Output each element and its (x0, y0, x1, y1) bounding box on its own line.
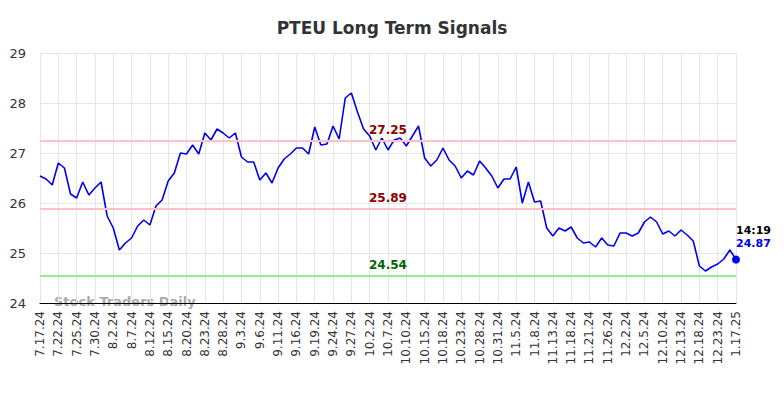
svg-text:8.2.24: 8.2.24 (106, 311, 120, 349)
svg-text:10.10.24: 10.10.24 (399, 311, 413, 364)
svg-text:9.3.24: 9.3.24 (234, 311, 248, 349)
svg-text:10.31.24: 10.31.24 (491, 311, 505, 364)
svg-text:8.12.24: 8.12.24 (143, 311, 157, 357)
svg-text:7.22.24: 7.22.24 (51, 311, 65, 357)
svg-text:25: 25 (9, 246, 26, 261)
svg-text:11.18.24: 11.18.24 (564, 311, 578, 364)
svg-text:10.15.24: 10.15.24 (418, 311, 432, 364)
svg-text:12.2.24: 12.2.24 (619, 311, 633, 357)
svg-text:11.21.24: 11.21.24 (582, 311, 596, 364)
svg-text:10.18.24: 10.18.24 (436, 311, 450, 364)
svg-text:12.18.24: 12.18.24 (692, 311, 706, 364)
svg-text:10.28.24: 10.28.24 (473, 311, 487, 364)
svg-text:9.6.24: 9.6.24 (253, 311, 267, 349)
svg-text:25.89: 25.89 (369, 191, 407, 205)
svg-text:26: 26 (9, 196, 26, 211)
svg-text:9.27.24: 9.27.24 (344, 311, 358, 357)
svg-text:24.87: 24.87 (736, 237, 771, 250)
svg-text:Stock Traders Daily: Stock Traders Daily (54, 294, 196, 309)
svg-text:12.5.24: 12.5.24 (637, 311, 651, 357)
svg-text:PTEU Long Term Signals: PTEU Long Term Signals (277, 18, 508, 38)
svg-text:11.5.24: 11.5.24 (509, 311, 523, 357)
svg-text:12.13.24: 12.13.24 (674, 311, 688, 364)
svg-text:11.13.24: 11.13.24 (546, 311, 560, 364)
svg-text:11.26.24: 11.26.24 (601, 311, 615, 364)
svg-text:24.54: 24.54 (369, 258, 407, 272)
svg-text:9.11.24: 9.11.24 (271, 311, 285, 357)
svg-text:12.23.24: 12.23.24 (711, 311, 725, 364)
svg-text:28: 28 (9, 96, 26, 111)
svg-text:12.10.24: 12.10.24 (656, 311, 670, 364)
svg-text:10.2.24: 10.2.24 (363, 311, 377, 357)
svg-text:8.23.24: 8.23.24 (198, 311, 212, 357)
svg-text:10.23.24: 10.23.24 (454, 311, 468, 364)
svg-text:8.20.24: 8.20.24 (180, 311, 194, 357)
svg-text:1.17.25: 1.17.25 (729, 311, 743, 357)
svg-text:24: 24 (9, 296, 26, 311)
svg-text:8.15.24: 8.15.24 (161, 311, 175, 357)
svg-text:7.25.24: 7.25.24 (70, 311, 84, 357)
svg-text:27.25: 27.25 (369, 123, 407, 137)
svg-text:8.7.24: 8.7.24 (125, 311, 139, 349)
svg-text:14:19: 14:19 (736, 224, 771, 237)
svg-text:27: 27 (9, 146, 26, 161)
svg-text:11.8.24: 11.8.24 (528, 311, 542, 357)
svg-text:9.16.24: 9.16.24 (289, 311, 303, 357)
svg-text:8.28.24: 8.28.24 (216, 311, 230, 357)
svg-text:7.17.24: 7.17.24 (33, 311, 47, 357)
svg-text:7.30.24: 7.30.24 (88, 311, 102, 357)
svg-text:9.19.24: 9.19.24 (308, 311, 322, 357)
svg-text:9.24.24: 9.24.24 (326, 311, 340, 357)
svg-text:10.7.24: 10.7.24 (381, 311, 395, 357)
svg-text:29: 29 (9, 46, 26, 61)
